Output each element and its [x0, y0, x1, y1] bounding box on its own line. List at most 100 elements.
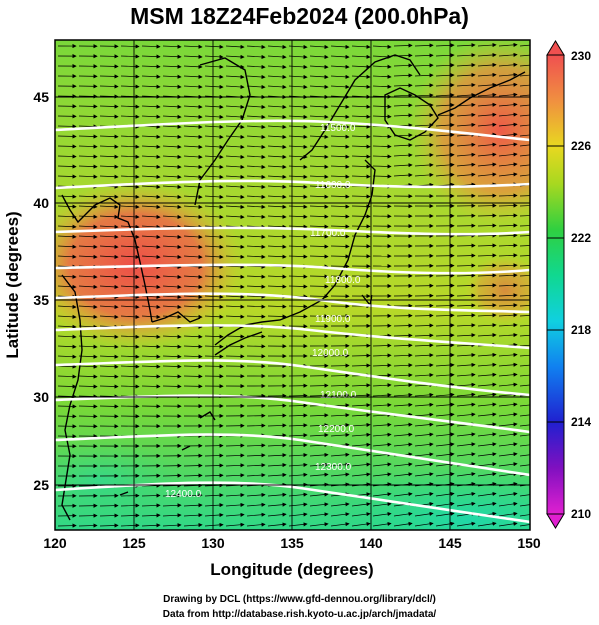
wind-arrow — [120, 54, 140, 59]
wind-arrow — [456, 392, 476, 397]
wind-arrow — [519, 305, 530, 307]
wind-arrow — [141, 503, 161, 508]
wind-arrow — [225, 304, 245, 309]
wind-arrow — [435, 73, 455, 78]
wind-arrow — [141, 174, 161, 179]
wind-arrow — [330, 244, 350, 249]
wind-arrow — [498, 452, 518, 457]
wind-arrow — [162, 314, 182, 319]
wind-arrow — [498, 491, 518, 497]
wind-arrow — [267, 423, 287, 428]
wind-arrow — [162, 154, 182, 159]
wind-arrow — [99, 234, 119, 239]
wind-arrow — [141, 344, 161, 349]
wind-arrow — [204, 54, 224, 59]
wind-arrow — [477, 293, 497, 298]
wind-arrow — [162, 364, 182, 369]
wind-arrow — [225, 84, 245, 90]
wind-arrow — [183, 44, 203, 49]
wind-arrow — [330, 44, 350, 50]
wind-arrow — [267, 472, 287, 478]
wind-arrow — [78, 374, 98, 379]
wind-arrow — [99, 144, 119, 149]
wind-arrow — [225, 184, 245, 190]
wind-arrow — [162, 493, 182, 498]
wind-arrow — [141, 204, 161, 210]
wind-arrow — [162, 64, 182, 69]
wind-arrow — [162, 194, 182, 200]
wind-arrow — [477, 273, 497, 278]
wind-arrow — [78, 234, 98, 239]
wind-arrow — [204, 74, 224, 79]
wind-arrow — [183, 513, 203, 518]
wind-arrow — [225, 204, 245, 210]
wind-arrow — [183, 304, 203, 309]
wind-arrow — [57, 174, 77, 179]
wind-arrow — [330, 154, 350, 159]
wind-arrow — [246, 204, 266, 209]
wind-arrow — [351, 502, 371, 507]
wind-arrow — [246, 54, 266, 60]
wind-arrow — [183, 174, 203, 180]
wind-arrow — [141, 134, 161, 139]
wind-arrow — [519, 144, 530, 147]
colorbar-tick-label: 218 — [571, 323, 591, 337]
wind-arrow — [99, 114, 119, 119]
wind-arrow — [267, 502, 287, 507]
wind-arrow — [330, 224, 350, 229]
wind-arrow — [57, 364, 77, 369]
wind-arrow — [435, 432, 455, 437]
wind-arrow — [519, 414, 530, 417]
wind-arrow — [519, 134, 530, 137]
wind-arrow — [204, 214, 224, 220]
wind-arrow — [162, 284, 182, 290]
wind-arrow — [498, 303, 518, 308]
x-tick-label: 140 — [359, 535, 383, 551]
wind-arrow — [330, 204, 350, 209]
wind-arrow — [309, 224, 329, 229]
wind-arrow — [225, 264, 245, 269]
wind-arrow — [57, 154, 77, 159]
wind-arrow — [204, 284, 224, 289]
wind-arrow — [309, 204, 329, 209]
wind-arrow — [57, 244, 77, 249]
wind-arrow — [435, 93, 455, 98]
wind-arrow — [456, 521, 476, 527]
wind-arrow — [78, 134, 98, 139]
wind-arrow — [225, 154, 245, 160]
wind-arrow — [246, 502, 266, 507]
wind-arrow — [78, 154, 98, 159]
wind-arrow — [141, 144, 161, 149]
wind-arrow — [393, 73, 413, 78]
wind-arrow — [477, 172, 497, 177]
plot-frame — [54, 39, 531, 531]
wind-arrow — [477, 452, 497, 457]
wind-arrow — [57, 314, 77, 319]
wind-arrow — [309, 64, 329, 70]
wind-arrow — [456, 43, 476, 48]
wind-arrow — [267, 214, 287, 219]
wind-arrow — [120, 184, 140, 189]
wind-arrow — [309, 214, 329, 219]
wind-arrow — [57, 234, 77, 239]
wind-arrow — [267, 154, 287, 160]
wind-arrow — [120, 154, 140, 159]
wind-arrow — [477, 352, 497, 358]
wind-arrow — [498, 72, 518, 77]
wind-arrow — [456, 92, 476, 98]
wind-arrow — [351, 393, 371, 398]
wind-arrow — [498, 422, 518, 427]
colorbar-tick-label: 230 — [571, 49, 591, 63]
wind-arrow — [330, 472, 350, 477]
wind-arrow — [225, 164, 245, 170]
wind-arrow — [246, 124, 266, 130]
wind-arrow — [498, 162, 518, 167]
wind-arrow — [267, 274, 287, 279]
wind-arrow — [435, 142, 455, 148]
wind-arrow — [477, 332, 497, 338]
wind-arrow — [414, 83, 434, 88]
wind-arrow — [309, 423, 329, 428]
wind-arrow — [267, 512, 287, 517]
wind-arrow — [246, 74, 266, 80]
wind-arrow — [141, 84, 161, 89]
